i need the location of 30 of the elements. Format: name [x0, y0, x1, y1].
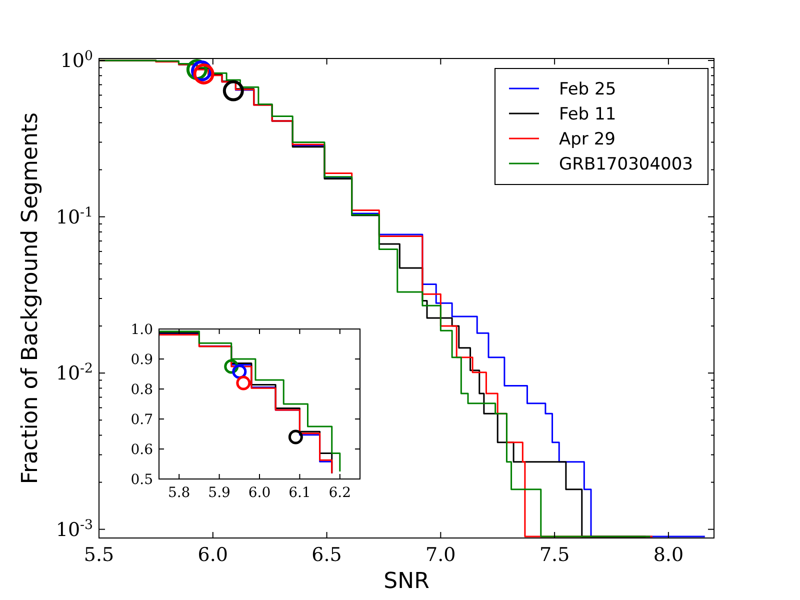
x-tick-label: 6.5 [312, 544, 342, 566]
y-tick-label: 0.9 [130, 352, 153, 368]
x-tick-label: 5.9 [208, 485, 230, 501]
x-tick-label: 6.2 [328, 485, 352, 501]
y-tick-label: 10$^{0}$ [60, 48, 93, 72]
x-tick-label: 8.0 [653, 544, 684, 566]
legend-label: Feb 11 [559, 104, 616, 124]
legend-label: GRB170304003 [559, 154, 693, 174]
legend-label: Apr 29 [559, 130, 616, 150]
x-tick-label: 5.8 [168, 485, 190, 501]
y-tick-label: 10$^{-3}$ [56, 517, 93, 541]
y-tick-label: 10$^{-2}$ [56, 361, 93, 385]
x-tick-label: 7.5 [539, 544, 570, 566]
point [222, 80, 244, 102]
x-axis-title: SNR [384, 569, 430, 594]
x-tick-label: 7.0 [426, 544, 456, 566]
x-tick-label: 6.0 [248, 485, 271, 501]
x-tick-label: 5.5 [84, 544, 114, 566]
point [288, 430, 303, 444]
legend-label: Feb 25 [559, 80, 616, 100]
point [236, 376, 251, 390]
y-tick-label: 0.6 [130, 442, 154, 458]
y-tick-label: 0.8 [130, 382, 153, 398]
x-tick-label: 6.1 [288, 485, 311, 501]
y-tick-label: 0.5 [130, 472, 153, 488]
y-tick-label: 0.7 [130, 412, 153, 428]
x-tick-label: 6.0 [198, 544, 228, 566]
y-tick-label: 10$^{-1}$ [56, 204, 93, 228]
y-tick-label: 1.0 [130, 322, 153, 338]
y-axis-title: Fraction of Background Segments [18, 112, 43, 484]
